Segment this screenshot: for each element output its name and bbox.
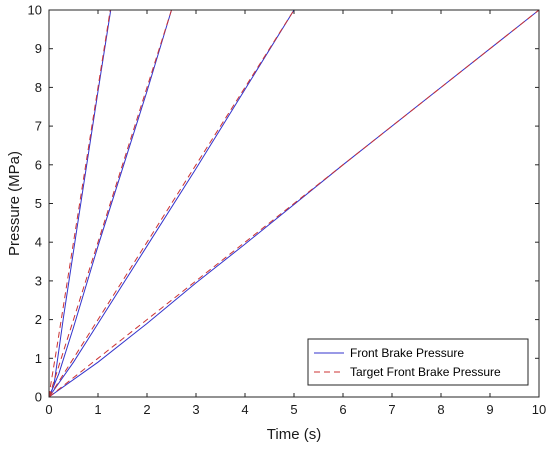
y-tick-label: 6 [35,157,42,172]
series-layer [48,9,540,398]
legend: Front Brake Pressure Target Front Brake … [307,338,529,386]
x-tick-label: 0 [45,402,52,417]
axis-ticks: 0 1 2 3 4 5 6 7 8 9 10 0 1 2 3 4 5 6 7 8 9 10 [28,3,547,418]
series-front-brake-pressure-4 [48,9,295,398]
x-axis-label: Time (s) [267,426,321,443]
x-tick-label: 9 [486,402,493,417]
y-tick-label: 8 [35,80,42,95]
x-tick-label: 1 [94,402,101,417]
x-tick-label: 5 [290,402,297,417]
x-tick-label: 10 [532,402,546,417]
series-front-brake-pressure-6 [48,9,540,398]
legend-label-front-brake-pressure: Front Brake Pressure [350,346,464,360]
y-tick-label: 2 [35,312,42,327]
y-axis-label: Pressure (MPa) [6,151,23,256]
series-target-front-brake-pressure-1 [48,9,111,398]
x-tick-label: 6 [339,402,346,417]
x-tick-label: 8 [437,402,444,417]
x-tick-label: 3 [192,402,199,417]
y-tick-label: 10 [28,3,42,18]
x-tick-label: 7 [388,402,395,417]
series-target-front-brake-pressure-5 [48,9,295,398]
legend-label-target-front-brake-pressure: Target Front Brake Pressure [350,365,501,379]
series-target-front-brake-pressure-3 [48,9,172,398]
y-tick-label: 7 [35,119,42,134]
y-tick-label: 9 [35,41,42,56]
series-target-front-brake-pressure-7 [48,9,540,398]
x-tick-label: 2 [143,402,150,417]
y-tick-label: 5 [35,196,42,211]
series-front-brake-pressure-2 [48,9,172,398]
y-tick-label: 4 [35,235,42,250]
y-tick-label: 1 [35,351,42,366]
legend-box [307,338,529,386]
x-tick-label: 4 [241,402,248,417]
y-tick-label: 0 [35,390,42,405]
y-tick-label: 3 [35,273,42,288]
